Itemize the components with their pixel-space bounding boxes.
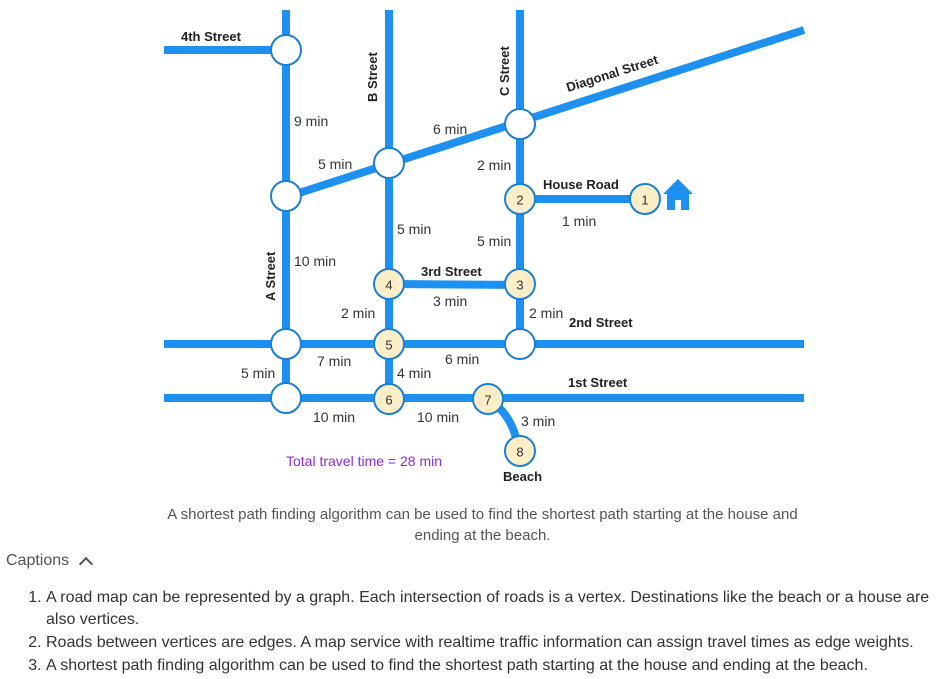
weight-diag-mid: 6 min bbox=[433, 121, 467, 137]
vertex-2: 2 bbox=[504, 183, 536, 215]
caption-item: Roads between vertices are edges. A map … bbox=[46, 632, 946, 654]
intersection-vertex bbox=[270, 34, 302, 66]
svg-text:7: 7 bbox=[484, 393, 491, 408]
house-icon bbox=[663, 179, 693, 210]
intersection-vertex bbox=[270, 180, 302, 212]
weight-diag-left: 5 min bbox=[318, 156, 352, 172]
label-a-street: A Street bbox=[263, 251, 278, 301]
road-map-graph: 1 2 3 4 5 6 7 8 bbox=[164, 10, 806, 484]
svg-text:8: 8 bbox=[516, 445, 523, 460]
vertex-6: 6 bbox=[373, 383, 405, 415]
weight-a-mid: 10 min bbox=[294, 253, 336, 269]
path-vertices: 1 2 3 4 5 6 7 8 bbox=[373, 183, 661, 467]
weight-c-mid: 5 min bbox=[477, 233, 511, 249]
intersection-vertex bbox=[504, 108, 536, 140]
weight-house-road: 1 min bbox=[562, 213, 596, 229]
edge-weights: 9 min 5 min 6 min 2 min 1 min 5 min 5 mi… bbox=[241, 113, 596, 429]
intersection-vertex bbox=[270, 382, 302, 414]
caption-item: A road map can be represented by a graph… bbox=[46, 587, 946, 631]
vertex-1: 1 bbox=[629, 183, 661, 215]
weight-a-top: 9 min bbox=[294, 113, 328, 129]
svg-text:3: 3 bbox=[516, 278, 523, 293]
label-beach: Beach bbox=[503, 469, 542, 484]
intersections bbox=[270, 34, 536, 414]
vertex-8: 8 bbox=[504, 435, 536, 467]
label-3rd-street: 3rd Street bbox=[421, 264, 482, 279]
caption-item: A shortest path finding algorithm can be… bbox=[46, 655, 946, 677]
captions-label: Captions bbox=[6, 552, 70, 569]
weight-c-lower: 2 min bbox=[529, 305, 563, 321]
weight-b-mid: 5 min bbox=[397, 221, 431, 237]
label-b-street: B Street bbox=[365, 51, 380, 102]
label-1st-street: 1st Street bbox=[568, 375, 628, 390]
vertex-3: 3 bbox=[504, 268, 536, 300]
svg-text:4: 4 bbox=[385, 278, 392, 293]
weight-a-bottom: 5 min bbox=[241, 365, 275, 381]
captions-toggle-button[interactable]: Captions bbox=[6, 552, 94, 571]
intersection-vertex bbox=[373, 147, 405, 179]
chevron-up-icon bbox=[79, 556, 94, 571]
label-4th-street: 4th Street bbox=[181, 29, 242, 44]
vertex-5: 5 bbox=[373, 328, 405, 360]
vertex-7: 7 bbox=[472, 383, 504, 415]
svg-text:6: 6 bbox=[385, 393, 392, 408]
weight-third-street: 3 min bbox=[433, 293, 467, 309]
captions-list: A road map can be represented by a graph… bbox=[28, 587, 946, 678]
label-house-road: House Road bbox=[543, 177, 619, 192]
weight-first-left: 10 min bbox=[313, 409, 355, 425]
road-3rd-street bbox=[388, 280, 521, 289]
svg-text:2: 2 bbox=[516, 193, 523, 208]
label-c-street: C Street bbox=[497, 45, 512, 96]
weight-second-mid: 6 min bbox=[445, 351, 479, 367]
intersection-vertex bbox=[504, 328, 536, 360]
weight-first-mid: 10 min bbox=[417, 409, 459, 425]
svg-text:5: 5 bbox=[385, 338, 392, 353]
weight-b-bottom: 4 min bbox=[397, 365, 431, 381]
weight-c-upper: 2 min bbox=[477, 157, 511, 173]
weight-beach-road: 3 min bbox=[521, 413, 555, 429]
label-2nd-street: 2nd Street bbox=[569, 315, 633, 330]
svg-text:1: 1 bbox=[641, 193, 648, 208]
total-travel-time: Total travel time = 28 min bbox=[286, 453, 442, 469]
vertex-4: 4 bbox=[373, 268, 405, 300]
figure-caption: A shortest path finding algorithm can be… bbox=[167, 506, 798, 544]
weight-b-lower: 2 min bbox=[341, 305, 375, 321]
weight-second-left: 7 min bbox=[317, 353, 351, 369]
intersection-vertex bbox=[270, 328, 302, 360]
